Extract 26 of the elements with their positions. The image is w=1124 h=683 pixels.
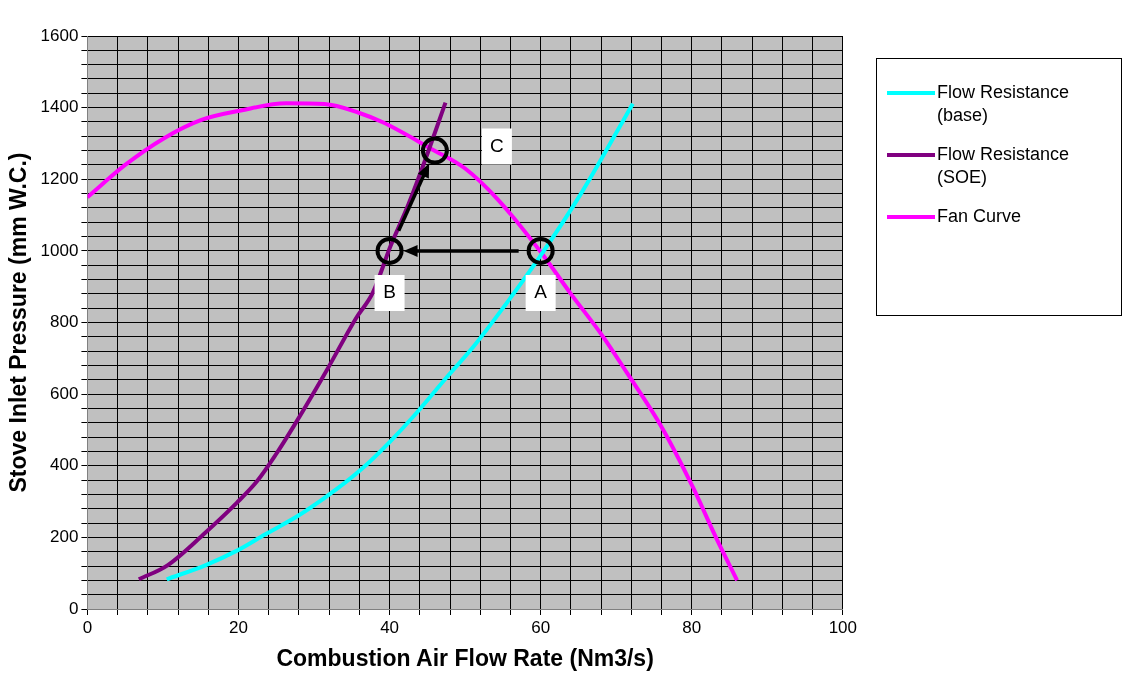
y-tick-label: 1000 (40, 240, 79, 260)
legend-label: Flow Resistance (base) (937, 81, 1071, 127)
y-tick-label: 600 (50, 383, 79, 403)
x-tick-label: 40 (380, 617, 400, 637)
y-tick-label: 1200 (40, 168, 79, 188)
x-tick-label: 60 (531, 617, 551, 637)
line-series (164, 101, 635, 582)
x-tick-label: 80 (682, 617, 702, 637)
y-tick-label: 800 (50, 312, 79, 332)
annotation: A (534, 281, 548, 303)
y-tick-label: 1400 (40, 97, 79, 117)
x-tick-label: 20 (229, 617, 248, 637)
line-series (136, 100, 448, 582)
legend-label: Fan Curve (937, 205, 1022, 228)
line-series (87, 101, 740, 583)
y-tick-label: 0 (68, 598, 79, 618)
annotation: B (383, 281, 396, 303)
x-tick-label: 0 (82, 617, 93, 637)
x-tick-label: 100 (828, 617, 858, 637)
y-tick-label: 200 (50, 527, 79, 547)
y-tick-label: 1600 (40, 25, 79, 45)
x-axis-title: Combustion Air Flow Rate (Nm3/s) (276, 644, 654, 671)
y-axis-title: Stove Inlet Pressure (mm W.C.) (5, 152, 32, 493)
y-tick-label: 400 (50, 455, 79, 475)
legend-label: Flow Resistance (SOE) (937, 143, 1071, 189)
annotation: C (490, 134, 504, 156)
